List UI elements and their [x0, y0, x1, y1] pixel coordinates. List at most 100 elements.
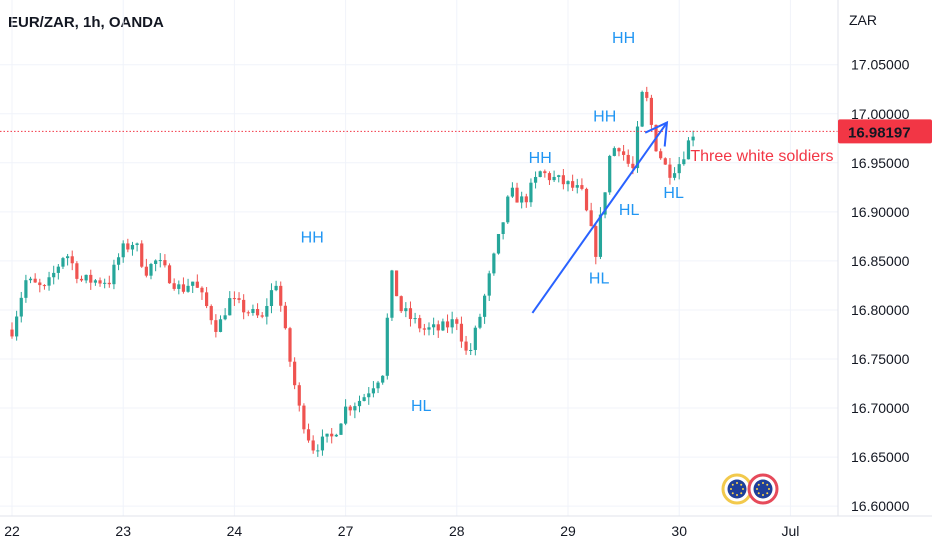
higher-low-label: HL [619, 202, 640, 219]
candle-up [413, 318, 417, 320]
candle-down [98, 280, 102, 284]
logo-star [731, 483, 734, 486]
candle-up [274, 285, 278, 291]
candle-down [237, 298, 241, 300]
candle-up [47, 277, 51, 286]
candle-down [79, 278, 84, 281]
candle-up [376, 382, 380, 389]
candle-down [288, 328, 292, 362]
higher-high-label: HH [612, 30, 635, 47]
candle-up [19, 297, 23, 317]
candle-up [538, 171, 542, 177]
candle-down [645, 91, 649, 98]
candle-up [691, 136, 695, 141]
candle-down [622, 151, 626, 155]
candle-up [385, 317, 389, 376]
time-tick-label: 23 [115, 523, 131, 539]
candle-up [603, 192, 607, 215]
candle-up [316, 450, 320, 452]
candle-up [121, 243, 125, 258]
candle-up [158, 260, 162, 262]
candle-down [571, 181, 575, 188]
candle-down [279, 285, 283, 306]
candle-up [28, 278, 33, 281]
candle-up [362, 397, 366, 401]
candle-down [214, 320, 218, 332]
candle-up [432, 324, 436, 328]
candle-up [154, 260, 158, 264]
candle-up [135, 243, 139, 245]
candle-up [520, 196, 524, 203]
candle-down [631, 163, 635, 169]
candle-down [524, 196, 528, 203]
higher-low-label: HL [411, 398, 432, 415]
candlestick-series [10, 86, 695, 457]
candle-down [140, 243, 144, 267]
candle-down [75, 263, 79, 279]
candle-down [455, 319, 459, 324]
candle-up [61, 258, 65, 267]
candle-down [200, 287, 204, 293]
candle-up [251, 308, 255, 313]
candle-up [575, 185, 579, 188]
candle-up [496, 233, 501, 254]
price-tick-label: 16.95000 [851, 155, 910, 171]
currency-label: ZAR [849, 12, 877, 28]
candle-up [149, 263, 153, 276]
logo-star [768, 488, 770, 490]
candle-up [608, 155, 612, 193]
candle-down [10, 329, 14, 337]
candle-down [561, 175, 565, 185]
candle-down [38, 282, 42, 286]
candle-down [89, 274, 93, 283]
candle-down [515, 187, 519, 203]
candle-up [598, 214, 603, 257]
candle-down [668, 164, 672, 178]
candle-down [663, 158, 667, 165]
price-tick-label: 16.85000 [851, 253, 910, 269]
candle-down [126, 243, 130, 250]
candle-down [242, 299, 246, 313]
higher-high-label: HH [593, 109, 616, 126]
trend-arrow-head [644, 120, 669, 147]
candle-down [348, 406, 352, 411]
candle-down [172, 283, 176, 289]
candle-up [334, 434, 338, 437]
time-tick-label: 28 [449, 523, 465, 539]
candle-up [441, 321, 445, 331]
candle-up [130, 244, 135, 250]
candle-down [617, 148, 621, 152]
candle-down [70, 256, 74, 264]
candle-down [209, 306, 213, 321]
candle-down [246, 312, 250, 314]
time-axis-background [0, 516, 932, 550]
publisher-logo [721, 473, 779, 505]
logo-star [736, 494, 738, 496]
candle-up [483, 295, 487, 317]
candle-down [459, 323, 464, 342]
candle-up [672, 173, 677, 178]
logo-star [757, 492, 760, 495]
candle-up [478, 316, 482, 328]
higher-low-label: HL [663, 185, 684, 202]
higher-high-label: HH [529, 150, 552, 167]
candle-up [533, 176, 538, 183]
candle-up [404, 308, 408, 312]
pattern-note: Three white soldiers [690, 148, 833, 165]
candle-down [584, 188, 589, 211]
candle-up [612, 148, 616, 156]
candle-down [167, 265, 172, 284]
candle-down [33, 278, 37, 283]
candle-down [293, 361, 297, 386]
time-tick-label: Jul [781, 523, 799, 539]
candle-down [394, 270, 399, 297]
candle-down [580, 185, 584, 189]
candle-up [66, 256, 70, 259]
candle-up [510, 187, 514, 197]
last-price-tag [838, 119, 932, 144]
candle-down [163, 260, 167, 266]
price-tick-label: 17.00000 [851, 106, 910, 122]
logo-star [740, 483, 743, 486]
candle-up [381, 375, 385, 383]
